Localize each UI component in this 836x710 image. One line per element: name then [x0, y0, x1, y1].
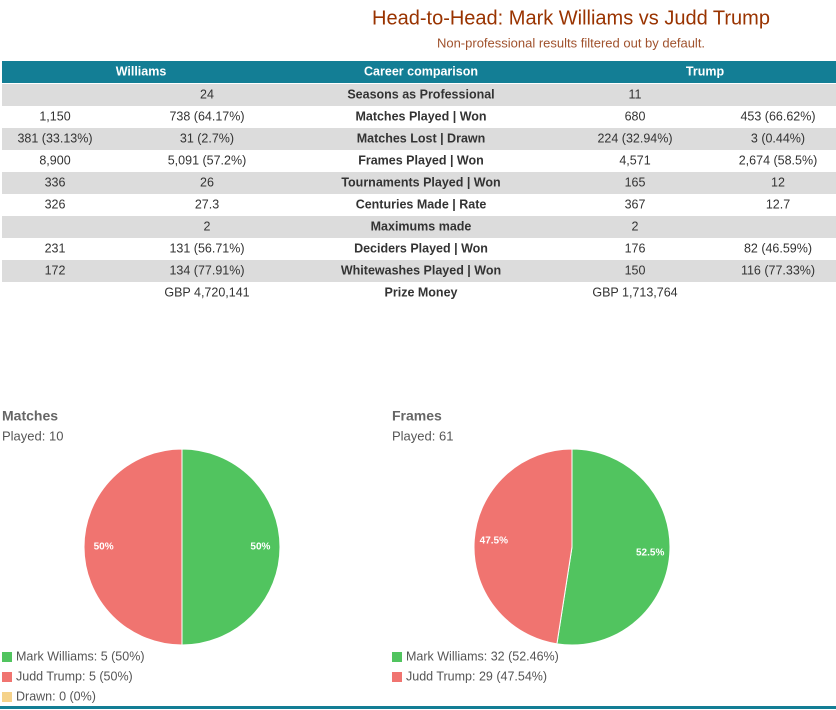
table-cell: 326	[45, 197, 66, 211]
chart-subtitle: Played: 10	[2, 428, 63, 443]
row-label: Matches Played | Won	[355, 109, 486, 123]
table-row-bg	[2, 260, 836, 282]
page-title: Head-to-Head: Mark Williams vs Judd Trum…	[372, 7, 770, 29]
table-header-bar	[2, 61, 836, 83]
table-header-cell: Trump	[686, 64, 725, 78]
table-cell: GBP 4,720,141	[164, 285, 249, 299]
chart-subtitle: Played: 61	[392, 428, 453, 443]
table-cell: 172	[45, 263, 66, 277]
slice-label: 50%	[250, 542, 270, 553]
table-cell: 224 (32.94%)	[597, 131, 672, 145]
table-row-bg	[2, 216, 836, 238]
table-cell: 2	[632, 219, 639, 233]
table-cell: 2	[204, 219, 211, 233]
row-label: Whitewashes Played | Won	[341, 263, 501, 277]
table-cell: 134 (77.91%)	[169, 263, 244, 277]
legend-marker	[2, 692, 12, 702]
pie-slice	[556, 448, 671, 646]
row-label: Deciders Played | Won	[354, 241, 488, 255]
table-cell: 453 (66.62%)	[740, 109, 815, 123]
table-cell: 11	[629, 87, 642, 101]
page-subtitle: Non-professional results filtered out by…	[437, 35, 705, 50]
table-cell: 231	[45, 241, 66, 255]
row-label: Centuries Made | Rate	[356, 197, 487, 211]
row-label: Tournaments Played | Won	[341, 175, 500, 189]
table-cell: 176	[625, 241, 646, 255]
chart-title: Matches	[2, 408, 58, 424]
table-cell: 165	[625, 175, 646, 189]
pie-slice	[83, 448, 183, 646]
pie-slice	[181, 448, 281, 646]
table-cell: 27.3	[195, 197, 219, 211]
table-row-bg	[2, 84, 836, 106]
legend-label: Judd Trump: 29 (47.54%)	[406, 669, 547, 683]
legend-marker	[2, 652, 12, 662]
table-cell: 680	[625, 109, 646, 123]
table-cell: 4,571	[619, 153, 650, 167]
slice-label: 52.5%	[636, 548, 664, 559]
table-cell: 24	[200, 87, 214, 101]
row-label: Frames Played | Won	[358, 153, 484, 167]
table-cell: 2,674 (58.5%)	[739, 153, 818, 167]
table-cell: 738 (64.17%)	[169, 109, 244, 123]
table-cell: 367	[625, 197, 646, 211]
table-cell: 131 (56.71%)	[169, 241, 244, 255]
row-label: Maximums made	[371, 219, 472, 233]
row-label: Matches Lost | Drawn	[357, 131, 486, 145]
table-row-bg	[2, 172, 836, 194]
row-label: Prize Money	[385, 285, 458, 299]
table-cell: 82 (46.59%)	[744, 241, 812, 255]
pie-slice	[473, 448, 573, 645]
table-cell: GBP 1,713,764	[592, 285, 677, 299]
table-cell: 1,150	[39, 109, 70, 123]
legend-marker	[392, 652, 402, 662]
slice-label: 50%	[94, 542, 114, 553]
legend-label: Mark Williams: 5 (50%)	[16, 649, 145, 663]
table-cell: 336	[45, 175, 66, 189]
row-label: Seasons as Professional	[347, 87, 494, 101]
table-header-cell: Williams	[116, 64, 167, 78]
table-row-bg	[2, 128, 836, 150]
table-header-cell: Career comparison	[364, 64, 478, 78]
legend-marker	[392, 672, 402, 682]
table-cell: 5,091 (57.2%)	[168, 153, 247, 167]
legend-label: Drawn: 0 (0%)	[16, 689, 96, 703]
table-cell: 12	[771, 175, 785, 189]
footer-line	[0, 706, 836, 709]
table-cell: 26	[200, 175, 214, 189]
legend-marker	[2, 672, 12, 682]
table-cell: 3 (0.44%)	[751, 131, 805, 145]
table-cell: 150	[625, 263, 646, 277]
table-cell: 116 (77.33%)	[741, 263, 815, 277]
slice-label: 47.5%	[480, 536, 508, 547]
table-cell: 381 (33.13%)	[17, 131, 92, 145]
table-cell: 12.7	[766, 197, 790, 211]
table-cell: 31 (2.7%)	[180, 131, 234, 145]
legend-label: Judd Trump: 5 (50%)	[16, 669, 133, 683]
legend-label: Mark Williams: 32 (52.46%)	[406, 649, 559, 663]
chart-title: Frames	[392, 408, 442, 424]
table-cell: 8,900	[39, 153, 70, 167]
